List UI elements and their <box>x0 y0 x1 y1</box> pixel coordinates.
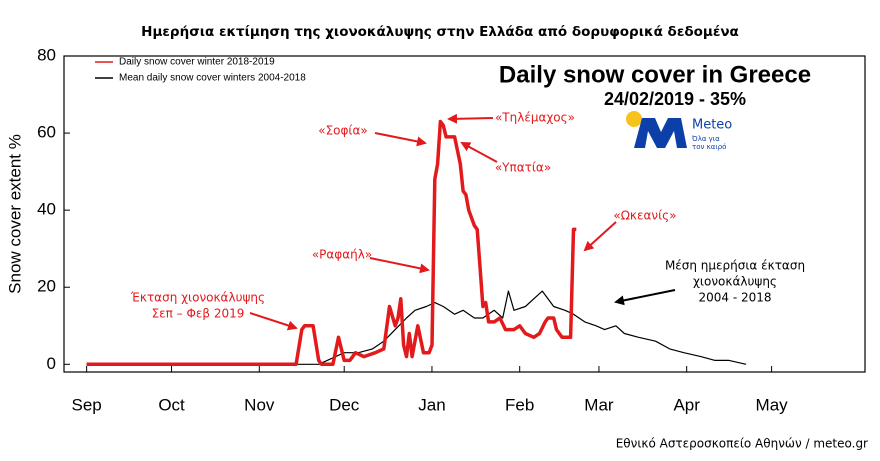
annotation: «Ραφαήλ» <box>312 248 372 262</box>
x-tick-label: May <box>756 395 789 414</box>
annotation: χιονοκάλυψης <box>693 275 777 289</box>
chart-title: Ημερήσια εκτίμηση της χιονοκάλυψης στην … <box>141 24 739 40</box>
annotation: «Ωκεανίς» <box>613 209 676 223</box>
x-tick-label: Feb <box>505 395 534 414</box>
logo-tagline: Όλα για <box>691 135 720 143</box>
x-tick-label: Apr <box>673 395 700 414</box>
annotation: «Τηλέμαχος» <box>495 111 575 125</box>
x-tick-label: Mar <box>584 395 614 414</box>
annotation: Έκταση χιονοκάλυψης <box>130 291 265 305</box>
plot-frame <box>63 55 866 373</box>
inset-subtitle: 24/02/2019 - 35% <box>604 89 746 109</box>
y-tick-label: 40 <box>37 200 56 219</box>
annotation-arrow <box>460 142 498 163</box>
y-tick-label: 20 <box>37 277 56 296</box>
y-axis-label: Snow cover extent % <box>5 134 24 294</box>
legend-label: Daily snow cover winter 2018-2019 <box>119 57 275 68</box>
inset-title: Daily snow cover in Greece <box>499 61 811 88</box>
y-tick-label: 60 <box>37 123 56 142</box>
series-line <box>86 290 747 365</box>
y-tick-label: 0 <box>47 354 56 373</box>
annotation-arrow <box>249 312 298 331</box>
logo-tagline: τον καιρό <box>692 143 726 151</box>
footer: Εθνικό Αστεροσκοπείο Αθηνών / meteo.gr <box>616 437 868 451</box>
annotation-arrow <box>369 257 430 274</box>
x-tick-label: Oct <box>158 395 185 414</box>
annotation: «Υπατία» <box>495 161 551 175</box>
logo-mark <box>634 118 687 148</box>
series-line <box>86 119 577 367</box>
logo: Meteo Όλα για τον καιρό <box>626 111 732 151</box>
annotation: Σεπ – Φεβ 2019 <box>152 307 245 321</box>
y-tick-label: 80 <box>37 45 56 64</box>
annotation: «Σοφία» <box>318 124 368 138</box>
annotation: Μέση ημερήσια έκταση <box>665 259 805 273</box>
annotation-arrow <box>583 221 617 252</box>
annotation-arrow <box>447 113 494 124</box>
annotation: 2004 - 2018 <box>698 291 771 305</box>
logo-sun <box>626 111 642 127</box>
logo-name: Meteo <box>692 118 732 133</box>
annotation-arrow <box>374 132 427 147</box>
legend-label: Mean daily snow cover winters 2004-2018 <box>119 73 306 84</box>
x-tick-label: Jan <box>418 395 445 414</box>
annotation-arrow <box>614 289 676 306</box>
x-tick-label: Dec <box>329 395 360 414</box>
x-tick-label: Nov <box>244 395 275 414</box>
x-tick-label: Sep <box>72 395 102 414</box>
